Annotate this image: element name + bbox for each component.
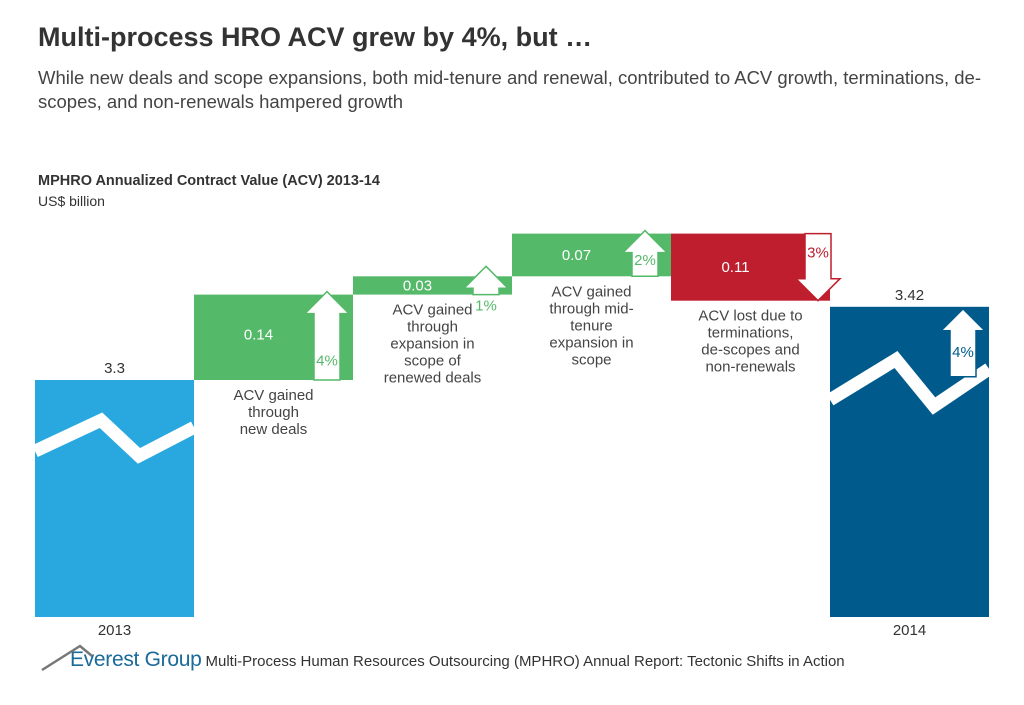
- footer: Everest Group Multi-Process Human Resour…: [40, 644, 845, 672]
- chart-unit-label: US$ billion: [38, 193, 105, 209]
- data-label: 0.07: [562, 247, 591, 264]
- everest-mountain-logo-icon: [41, 644, 93, 672]
- step-description: scope: [571, 351, 611, 368]
- x-tick-label: 2014: [893, 622, 926, 639]
- step-description: ACV lost due to: [698, 308, 802, 325]
- data-label: 0.14: [244, 327, 273, 344]
- step-description: renewed deals: [384, 370, 482, 387]
- step-description: expansion in: [390, 336, 474, 353]
- step-description: expansion in: [549, 334, 633, 351]
- step-description: through: [248, 404, 299, 421]
- data-label: 3.3: [104, 360, 125, 377]
- percent-label: 4%: [316, 352, 338, 369]
- trend-line-icon: [32, 412, 197, 464]
- up-arrow-icon: [462, 265, 510, 296]
- step-description: new deals: [240, 421, 308, 438]
- percent-label: 3%: [807, 245, 829, 262]
- step-description: non-renewals: [705, 359, 795, 376]
- up-arrow-icon: [621, 229, 669, 278]
- step-description: through mid-: [549, 300, 633, 317]
- step-description: ACV gained: [392, 302, 472, 319]
- step-description: de-scopes and: [701, 342, 799, 359]
- percent-label: 1%: [475, 298, 497, 315]
- step-description: terminations,: [708, 325, 794, 342]
- bar-2013: [35, 380, 194, 617]
- page-title: Multi-process HRO ACV grew by 4%, but …: [38, 22, 593, 52]
- trend-line-icon: [826, 351, 993, 415]
- percent-label: 2%: [634, 252, 656, 269]
- chart-title: MPHRO Annualized Contract Value (ACV) 20…: [38, 173, 380, 189]
- data-label: 0.11: [721, 259, 749, 276]
- step-description: ACV gained: [551, 283, 631, 300]
- percent-label: 4%: [952, 344, 974, 361]
- page-subtitle: While new deals and scope expansions, bo…: [38, 67, 982, 112]
- down-arrow-icon: [794, 232, 842, 302]
- report-title: Multi-Process Human Resources Outsourcin…: [205, 653, 845, 670]
- up-arrow-icon: [303, 290, 351, 381]
- step-description: scope of: [404, 353, 462, 370]
- bar-step-4: [671, 233, 830, 301]
- data-label: 0.03: [403, 277, 432, 294]
- data-label: 3.42: [895, 287, 924, 304]
- up-arrow-icon: [939, 307, 987, 378]
- step-description: tenure: [570, 317, 613, 334]
- step-description: through: [407, 319, 458, 336]
- x-tick-label: 2013: [98, 622, 131, 639]
- step-description: ACV gained: [233, 387, 313, 404]
- brand-logo-text: Everest Group: [70, 648, 202, 671]
